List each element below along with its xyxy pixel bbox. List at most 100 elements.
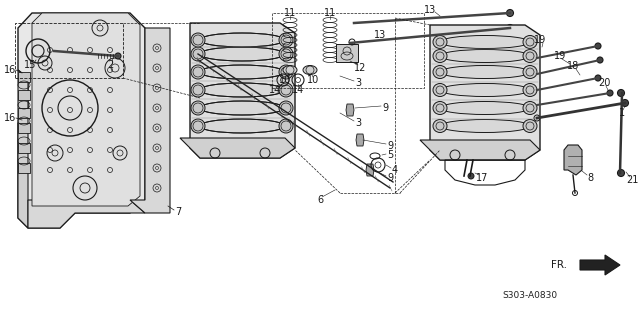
Bar bbox=[18, 143, 30, 153]
Text: 1: 1 bbox=[619, 108, 625, 118]
Bar bbox=[18, 72, 30, 82]
Ellipse shape bbox=[279, 47, 293, 61]
Ellipse shape bbox=[523, 36, 537, 49]
Bar bbox=[18, 90, 30, 100]
Text: 10: 10 bbox=[279, 75, 291, 85]
Ellipse shape bbox=[440, 84, 530, 96]
Ellipse shape bbox=[200, 33, 285, 47]
Ellipse shape bbox=[440, 120, 530, 133]
Text: 11: 11 bbox=[284, 8, 296, 18]
Circle shape bbox=[621, 100, 628, 107]
Text: 6: 6 bbox=[317, 195, 323, 205]
Ellipse shape bbox=[191, 47, 205, 61]
Ellipse shape bbox=[191, 33, 205, 47]
Text: 17: 17 bbox=[476, 173, 488, 183]
Ellipse shape bbox=[523, 50, 537, 63]
Text: 9: 9 bbox=[382, 103, 388, 113]
Circle shape bbox=[618, 89, 625, 96]
Text: 13: 13 bbox=[374, 30, 386, 40]
Text: 11: 11 bbox=[324, 8, 336, 18]
Bar bbox=[15, 23, 123, 78]
Ellipse shape bbox=[433, 101, 447, 114]
Polygon shape bbox=[366, 164, 374, 176]
Ellipse shape bbox=[440, 36, 530, 49]
Ellipse shape bbox=[191, 65, 205, 79]
Polygon shape bbox=[180, 138, 295, 158]
Text: 16: 16 bbox=[4, 113, 16, 123]
Ellipse shape bbox=[279, 83, 293, 97]
Polygon shape bbox=[32, 13, 140, 206]
Ellipse shape bbox=[433, 84, 447, 96]
Ellipse shape bbox=[279, 101, 293, 115]
Ellipse shape bbox=[200, 65, 285, 79]
Ellipse shape bbox=[440, 101, 530, 114]
Text: 3: 3 bbox=[355, 118, 361, 128]
Text: 9: 9 bbox=[387, 141, 393, 151]
Ellipse shape bbox=[303, 66, 317, 74]
Circle shape bbox=[506, 24, 513, 31]
Text: 9: 9 bbox=[387, 173, 393, 183]
Text: 19: 19 bbox=[554, 51, 566, 61]
Ellipse shape bbox=[523, 101, 537, 114]
Ellipse shape bbox=[200, 119, 285, 133]
Ellipse shape bbox=[191, 83, 205, 97]
Text: 10: 10 bbox=[307, 75, 319, 85]
Polygon shape bbox=[346, 104, 354, 116]
Polygon shape bbox=[130, 28, 170, 213]
Ellipse shape bbox=[200, 83, 285, 97]
Ellipse shape bbox=[283, 66, 297, 74]
Polygon shape bbox=[580, 255, 620, 275]
Circle shape bbox=[595, 43, 601, 49]
Polygon shape bbox=[18, 70, 28, 228]
Text: 4: 4 bbox=[392, 165, 398, 175]
Ellipse shape bbox=[191, 119, 205, 133]
Bar bbox=[18, 163, 30, 173]
Text: S303-A0830: S303-A0830 bbox=[502, 292, 557, 301]
Polygon shape bbox=[18, 13, 145, 228]
Ellipse shape bbox=[433, 120, 447, 133]
Ellipse shape bbox=[191, 101, 205, 115]
Circle shape bbox=[468, 173, 474, 179]
Text: 7: 7 bbox=[175, 207, 181, 217]
Text: 14: 14 bbox=[269, 85, 281, 95]
Polygon shape bbox=[430, 25, 540, 160]
Ellipse shape bbox=[279, 119, 293, 133]
Ellipse shape bbox=[523, 66, 537, 79]
Text: 15: 15 bbox=[24, 60, 36, 70]
Bar bbox=[18, 108, 30, 118]
Text: 12: 12 bbox=[354, 63, 366, 73]
Circle shape bbox=[618, 169, 625, 176]
Text: 19: 19 bbox=[534, 35, 546, 45]
Text: 8: 8 bbox=[587, 173, 593, 183]
Text: 21: 21 bbox=[626, 175, 638, 185]
Polygon shape bbox=[356, 134, 364, 146]
Text: 20: 20 bbox=[598, 78, 610, 88]
Ellipse shape bbox=[433, 50, 447, 63]
Circle shape bbox=[115, 53, 121, 59]
Ellipse shape bbox=[440, 50, 530, 63]
Text: 5: 5 bbox=[387, 150, 393, 160]
Circle shape bbox=[597, 57, 603, 63]
Text: 2: 2 bbox=[107, 60, 113, 70]
Ellipse shape bbox=[279, 33, 293, 47]
Ellipse shape bbox=[440, 66, 530, 79]
Text: 16: 16 bbox=[4, 65, 16, 75]
Ellipse shape bbox=[279, 65, 293, 79]
Ellipse shape bbox=[433, 66, 447, 79]
Ellipse shape bbox=[200, 101, 285, 115]
Circle shape bbox=[595, 75, 601, 81]
Polygon shape bbox=[564, 145, 582, 175]
Polygon shape bbox=[420, 140, 540, 160]
Ellipse shape bbox=[523, 120, 537, 133]
Text: FR.: FR. bbox=[551, 260, 567, 270]
Circle shape bbox=[607, 90, 613, 96]
Text: 18: 18 bbox=[567, 61, 579, 71]
Ellipse shape bbox=[523, 84, 537, 96]
Bar bbox=[18, 123, 30, 133]
Bar bbox=[272, 13, 424, 88]
Text: 13: 13 bbox=[424, 5, 436, 15]
Ellipse shape bbox=[200, 47, 285, 61]
Text: 3: 3 bbox=[355, 78, 361, 88]
Polygon shape bbox=[190, 23, 295, 158]
Polygon shape bbox=[28, 200, 145, 228]
